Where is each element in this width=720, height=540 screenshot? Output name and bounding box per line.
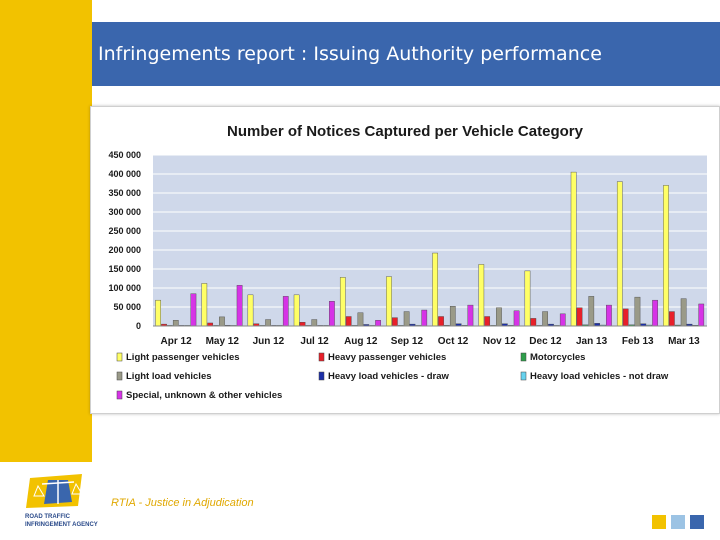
bar [438, 316, 444, 327]
bar [299, 321, 306, 327]
bar [339, 277, 346, 327]
footer-square-yellow [652, 515, 666, 529]
slide-title: Infringements report : Issuing Authority… [98, 43, 602, 65]
legend-swatch [116, 390, 123, 400]
bar [282, 296, 289, 327]
x-tick-label: Oct 12 [438, 336, 469, 347]
bar [570, 171, 577, 327]
header-band [92, 22, 720, 86]
x-tick-label: Aug 12 [344, 336, 378, 347]
x-tick-label: Dec 12 [529, 336, 562, 347]
legend-swatch [318, 371, 325, 381]
logo-text-line1: ROAD TRAFFIC [25, 514, 71, 520]
bar [496, 307, 502, 327]
footer-tagline: RTIA - Justice in Adjudication [111, 497, 254, 509]
y-tick-label: 150 000 [108, 264, 141, 274]
bar [484, 316, 491, 327]
y-tick-label: 50 000 [113, 302, 141, 312]
bar [236, 285, 243, 327]
bar [524, 270, 531, 327]
legend-label: Light passenger vehicles [126, 352, 240, 363]
y-tick-label: 100 000 [108, 283, 141, 293]
bar [329, 301, 335, 327]
x-tick-label: Apr 12 [161, 336, 193, 347]
bar [622, 308, 629, 327]
bar [542, 311, 548, 327]
left-accent-bar [0, 0, 92, 462]
legend-swatch [116, 352, 123, 362]
x-tick-label: Jul 12 [300, 336, 329, 347]
x-tick-label: Nov 12 [483, 336, 516, 347]
bar [588, 296, 595, 327]
y-tick-label: 350 000 [108, 188, 141, 198]
legend-label: Heavy load vehicles - draw [328, 371, 450, 382]
bar [663, 185, 669, 327]
bar [386, 276, 392, 327]
bar [680, 298, 687, 327]
y-tick-label: 400 000 [108, 169, 141, 179]
y-tick-label: 450 000 [108, 150, 141, 160]
logo-text-line2: INFRINGEMENT AGENCY [25, 522, 98, 528]
bar [652, 299, 658, 327]
y-tick-label: 0 [136, 321, 141, 331]
footer-square-light-blue [671, 515, 685, 529]
bar [634, 296, 641, 327]
bar [345, 316, 352, 327]
bar [698, 303, 705, 327]
legend-swatch [520, 352, 527, 362]
legend-swatch [318, 352, 325, 362]
rtia-logo: ROAD TRAFFIC INFRINGEMENT AGENCY [25, 474, 98, 528]
bar [155, 299, 161, 327]
bar [357, 312, 364, 327]
plot-area [153, 155, 707, 326]
legend-label: Heavy passenger vehicles [328, 352, 446, 363]
y-tick-label: 250 000 [108, 226, 141, 236]
bar [421, 309, 428, 327]
bar [467, 304, 474, 327]
bar [616, 181, 623, 327]
legend-label: Heavy load vehicles - not draw [530, 371, 669, 382]
legend-label: Special, unknown & other vehicles [126, 390, 282, 401]
bar [247, 294, 254, 327]
bar [513, 310, 520, 327]
bar [478, 264, 485, 327]
bar [576, 307, 583, 327]
chart-title: Number of Notices Captured per Vehicle C… [227, 123, 584, 140]
bar [669, 311, 675, 327]
bar [432, 252, 438, 327]
bar [190, 293, 197, 327]
x-tick-label: Jun 12 [253, 336, 285, 347]
bar [606, 304, 612, 327]
legend-label: Motorcycles [530, 352, 585, 363]
bar [265, 319, 271, 327]
x-tick-label: May 12 [206, 336, 240, 347]
bar [392, 317, 398, 327]
bar [559, 313, 566, 327]
x-tick-label: Feb 13 [622, 336, 654, 347]
bar-chart: Number of Notices Captured per Vehicle C… [108, 123, 707, 401]
bar [403, 311, 410, 327]
x-tick-label: Sep 12 [391, 336, 424, 347]
bar [311, 319, 318, 327]
bar [172, 320, 179, 327]
bar [375, 320, 381, 327]
chart-frame: Number of Notices Captured per Vehicle C… [90, 106, 720, 414]
bar [219, 316, 225, 327]
bar [293, 294, 300, 327]
bar [201, 283, 208, 327]
bar [530, 318, 537, 327]
y-tick-label: 200 000 [108, 245, 141, 255]
bar [449, 306, 456, 327]
x-tick-label: Jan 13 [576, 336, 608, 347]
x-tick-label: Mar 13 [668, 336, 700, 347]
legend-swatch [520, 371, 527, 381]
legend-swatch [116, 371, 123, 381]
footer-square-blue [690, 515, 704, 529]
y-tick-label: 300 000 [108, 207, 141, 217]
legend-label: Light load vehicles [126, 371, 212, 382]
